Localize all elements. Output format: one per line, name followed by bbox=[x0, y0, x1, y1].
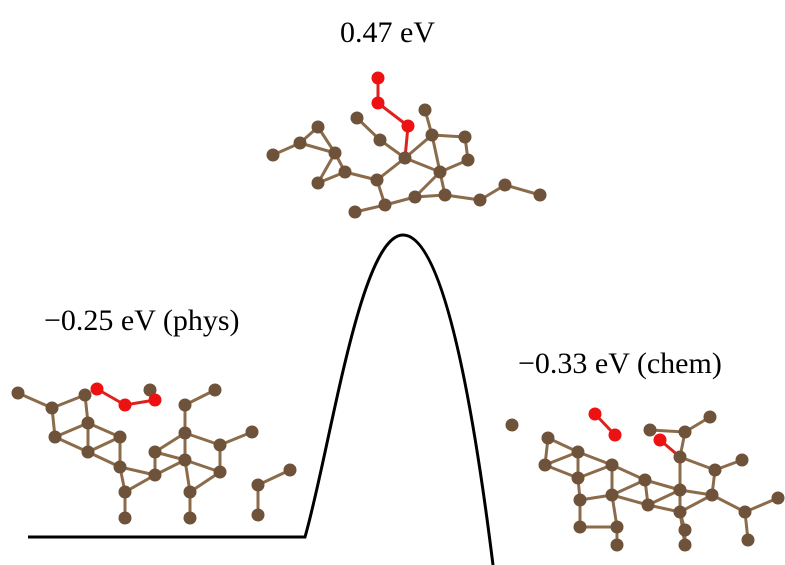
carbon-atom bbox=[149, 469, 162, 482]
oxygen-atom bbox=[149, 394, 162, 407]
carbon-atom bbox=[574, 494, 587, 507]
carbon-atom bbox=[179, 454, 192, 467]
carbon-atom bbox=[419, 104, 432, 117]
state-label: −0.33 eV (chem) bbox=[518, 347, 722, 380]
carbon-atom bbox=[119, 512, 132, 525]
energy-diagram: −0.25 eV (phys) 0.47 eV −0.33 eV (chem) bbox=[0, 0, 785, 565]
carbon-atom bbox=[294, 137, 307, 150]
oxygen-atom bbox=[119, 399, 132, 412]
carbon-atom bbox=[542, 432, 555, 445]
carbon-atom bbox=[79, 389, 92, 402]
carbon-atom bbox=[209, 384, 222, 397]
carbon-atom bbox=[459, 131, 472, 144]
carbon-atom bbox=[606, 489, 619, 502]
carbon-atom bbox=[351, 112, 364, 125]
carbon-atom bbox=[539, 459, 552, 472]
carbon-atom bbox=[499, 179, 512, 192]
state-label: 0.47 eV bbox=[340, 16, 435, 49]
state-label: −0.25 eV (phys) bbox=[44, 304, 240, 337]
carbon-atom bbox=[706, 489, 719, 502]
oxygen-atom bbox=[654, 434, 667, 447]
carbon-atom bbox=[46, 402, 59, 415]
carbon-atom bbox=[214, 439, 227, 452]
carbon-atom bbox=[709, 464, 722, 477]
carbon-atom bbox=[252, 509, 265, 522]
carbon-atom bbox=[674, 451, 687, 464]
oxygen-atom bbox=[91, 383, 104, 396]
carbon-atom bbox=[679, 524, 692, 537]
carbon-atom bbox=[642, 499, 655, 512]
carbon-atom bbox=[149, 446, 162, 459]
oxygen-atom bbox=[589, 408, 602, 421]
carbon-atom bbox=[506, 419, 519, 432]
oxygen-atom bbox=[372, 72, 385, 85]
carbon-atom bbox=[12, 387, 25, 400]
carbon-atom bbox=[82, 417, 95, 430]
carbon-atom bbox=[399, 152, 412, 165]
carbon-atom bbox=[611, 521, 624, 534]
carbon-atom bbox=[742, 534, 755, 547]
carbon-atom bbox=[639, 474, 652, 487]
carbon-atom bbox=[339, 166, 352, 179]
carbon-atom bbox=[679, 539, 692, 552]
carbon-atom bbox=[179, 427, 192, 440]
carbon-atom bbox=[572, 472, 585, 485]
carbon-atom bbox=[312, 121, 325, 134]
carbon-atom bbox=[534, 189, 547, 202]
carbon-atom bbox=[704, 411, 717, 424]
carbon-atom bbox=[114, 461, 127, 474]
carbon-atom bbox=[439, 189, 452, 202]
oxygen-atom bbox=[372, 97, 385, 110]
carbon-atom bbox=[267, 149, 280, 162]
carbon-atom bbox=[371, 174, 384, 187]
carbon-atom bbox=[329, 147, 342, 160]
carbon-atom bbox=[772, 492, 785, 505]
carbon-atom bbox=[611, 539, 624, 552]
carbon-atom bbox=[374, 134, 387, 147]
carbon-atom bbox=[252, 479, 265, 492]
carbon-atom bbox=[736, 454, 749, 467]
carbon-atom bbox=[462, 154, 475, 167]
carbon-atom bbox=[474, 194, 487, 207]
carbon-atom bbox=[674, 484, 687, 497]
carbon-atom bbox=[82, 446, 95, 459]
carbon-atom bbox=[184, 486, 197, 499]
carbon-atom bbox=[114, 431, 127, 444]
carbon-atom bbox=[679, 426, 692, 439]
carbon-atom bbox=[49, 431, 62, 444]
carbon-atom bbox=[644, 424, 657, 437]
carbon-atom bbox=[119, 486, 132, 499]
oxygen-atom bbox=[609, 429, 622, 442]
carbon-atom bbox=[574, 521, 587, 534]
carbon-atom bbox=[434, 166, 447, 179]
carbon-atom bbox=[739, 506, 752, 519]
carbon-atom bbox=[572, 446, 585, 459]
carbon-atom bbox=[184, 512, 197, 525]
carbon-atom bbox=[179, 399, 192, 412]
carbon-atom bbox=[312, 177, 325, 190]
carbon-atom bbox=[284, 464, 297, 477]
oxygen-atom bbox=[402, 120, 415, 133]
carbon-atom bbox=[214, 466, 227, 479]
carbon-atom bbox=[674, 506, 687, 519]
carbon-atom bbox=[606, 459, 619, 472]
carbon-atom bbox=[349, 206, 362, 219]
carbon-atom bbox=[379, 199, 392, 212]
carbon-atom bbox=[246, 426, 259, 439]
carbon-atom bbox=[426, 129, 439, 142]
carbon-atom bbox=[409, 191, 422, 204]
